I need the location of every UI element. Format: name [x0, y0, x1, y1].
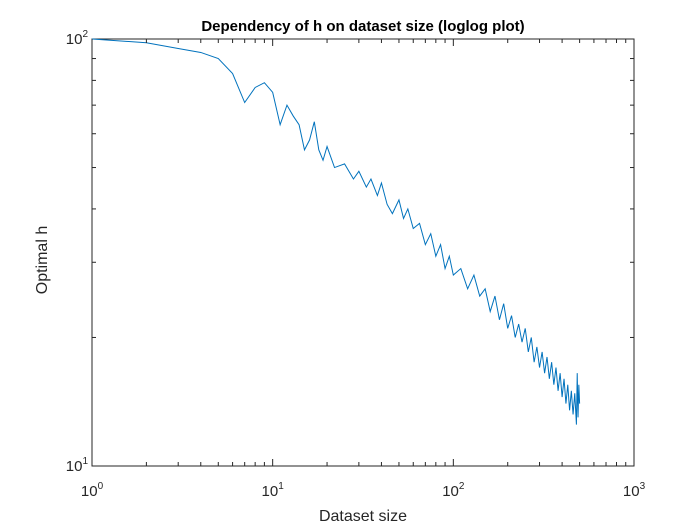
- y-tick-label: 101: [66, 456, 89, 475]
- axes-frame: [91, 38, 635, 467]
- y-tick-label: 102: [66, 29, 89, 48]
- x-tick-label: 101: [262, 481, 285, 500]
- series-line: [91, 38, 581, 425]
- x-axis-label: Dataset size: [319, 508, 407, 525]
- y-axis-label: Optimal h: [34, 226, 51, 294]
- x-axis-ticks: 100 101 102 103: [81, 39, 646, 500]
- x-tick-label: 103: [623, 481, 646, 500]
- y-axis-ticks: 101 102: [66, 29, 634, 475]
- plot-area: [91, 38, 581, 425]
- x-tick-label: 100: [81, 481, 104, 500]
- chart-title: Dependency of h on dataset size (loglog …: [201, 18, 524, 35]
- axes-box: [91, 38, 635, 467]
- x-tick-label: 102: [442, 481, 465, 500]
